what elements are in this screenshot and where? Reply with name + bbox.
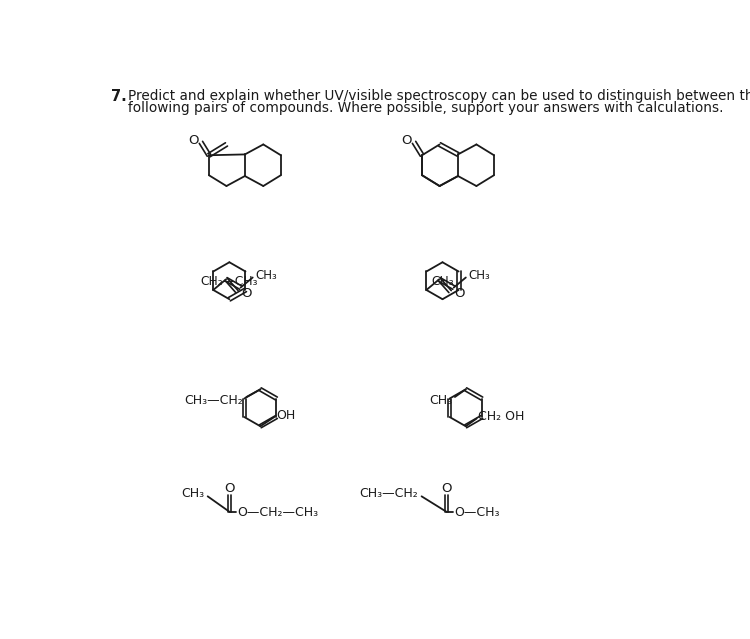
Text: CH₃: CH₃ [431, 275, 454, 288]
Text: O: O [454, 287, 465, 300]
Text: CH₃: CH₃ [255, 270, 277, 282]
Text: CH₃: CH₃ [430, 394, 452, 407]
Text: CH₃: CH₃ [468, 270, 490, 282]
Text: OH: OH [277, 409, 296, 422]
Text: CH₃—CH₂: CH₃—CH₂ [184, 394, 242, 406]
Text: O: O [401, 134, 412, 148]
Text: O: O [224, 482, 235, 495]
Text: CH₂ OH: CH₂ OH [478, 410, 524, 423]
Text: O—CH₃: O—CH₃ [454, 506, 500, 519]
Text: CH₂—CH₃: CH₂—CH₃ [201, 275, 258, 288]
Text: O: O [242, 287, 252, 300]
Text: O: O [188, 134, 199, 148]
Text: CH₃: CH₃ [182, 487, 205, 500]
Text: CH₃—CH₂: CH₃—CH₂ [360, 487, 419, 500]
Text: O: O [441, 482, 452, 495]
Text: O—CH₂—CH₃: O—CH₂—CH₃ [237, 506, 318, 519]
Text: Predict and explain whether UV/visible spectroscopy can be used to distinguish b: Predict and explain whether UV/visible s… [128, 89, 750, 103]
Text: 7.: 7. [111, 89, 127, 104]
Text: following pairs of compounds. Where possible, support your answers with calculat: following pairs of compounds. Where poss… [128, 100, 723, 114]
